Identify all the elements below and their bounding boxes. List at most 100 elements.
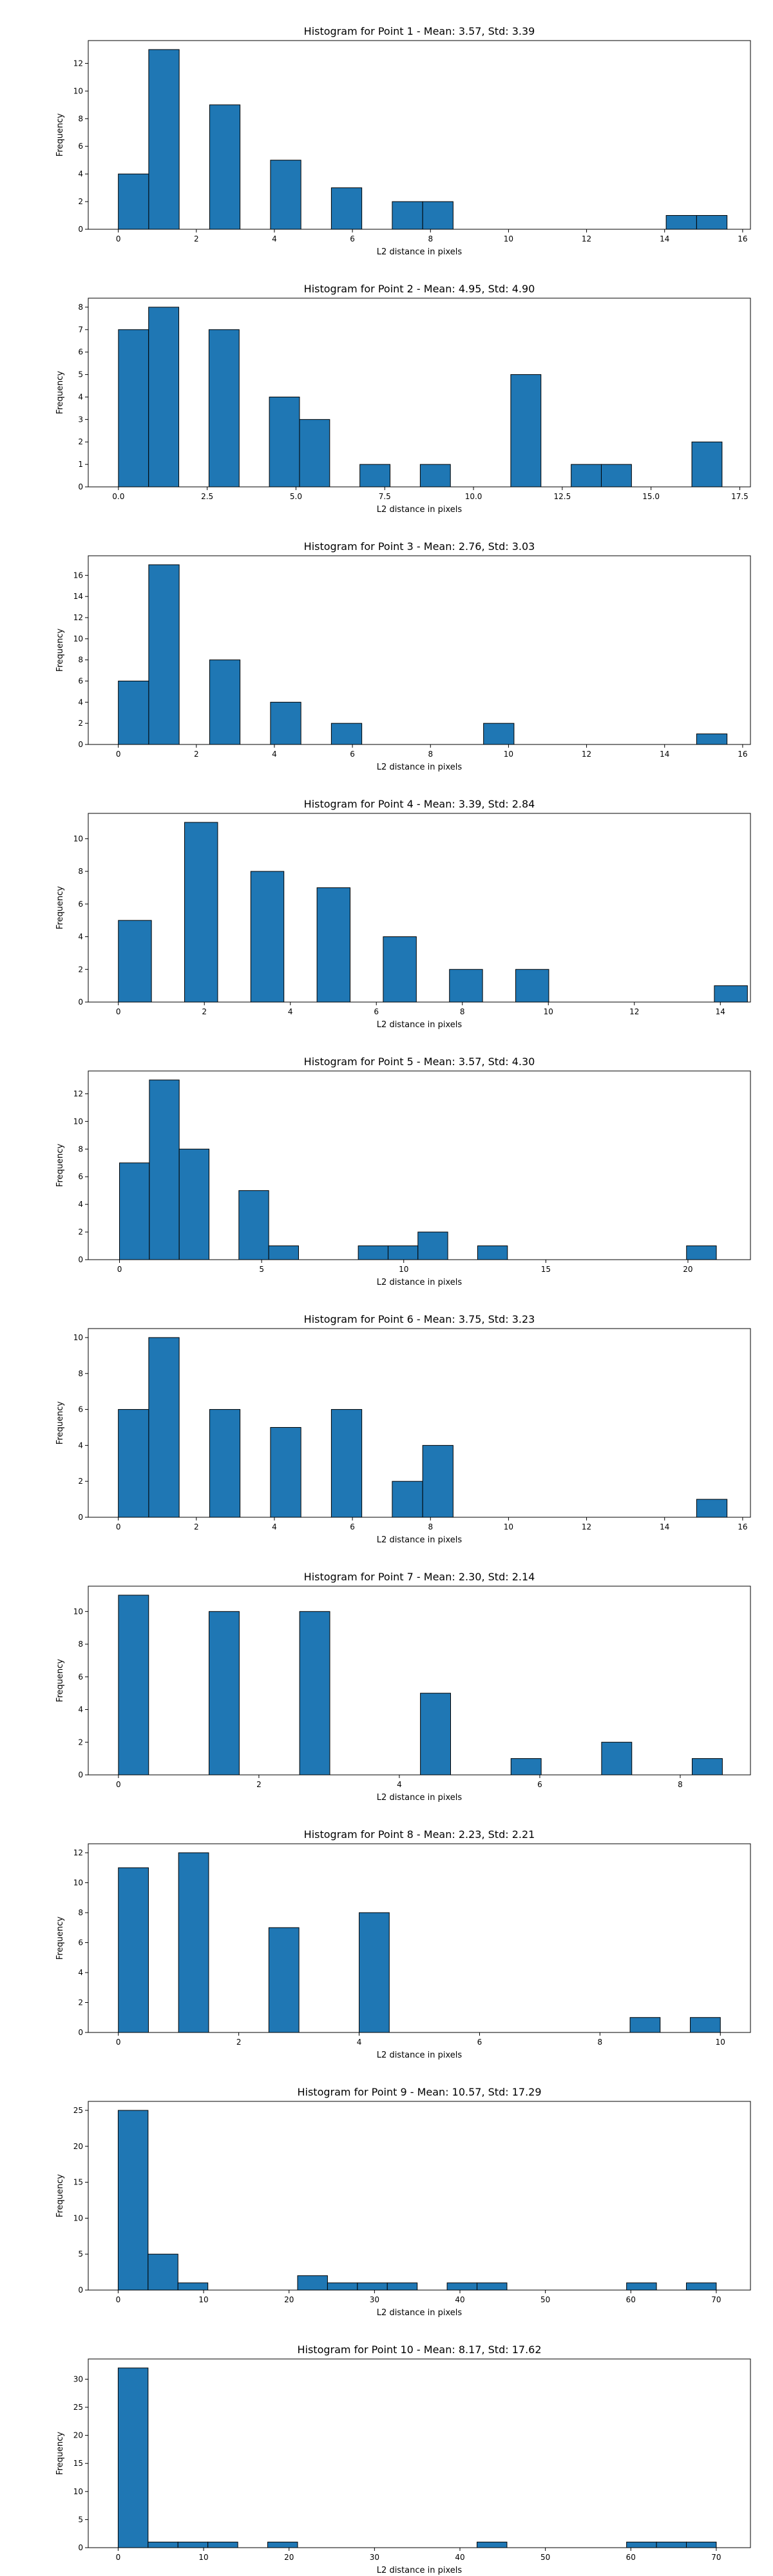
histogram-bar [117,2110,149,2291]
x-tick-label: 0.0 [112,492,124,501]
histogram-bar [118,173,149,230]
y-tick-label: 1 [78,460,83,469]
x-tick-label: 8 [428,1522,433,1531]
x-tick-label: 50 [540,2553,550,2562]
histogram-bar [327,2282,358,2291]
x-tick-label: 16 [738,1522,747,1531]
histogram-bar [178,1148,210,1260]
histogram-bar [358,1245,388,1260]
histogram-bar [386,2282,418,2291]
histogram-bar [238,1190,269,1260]
histogram-bar [270,160,301,230]
histogram-bar [629,2017,661,2033]
y-tick-label: 6 [78,900,83,909]
histogram-bar [686,2282,717,2291]
x-tick-label: 2.5 [201,492,213,501]
y-tick-label: 12 [73,1848,83,1857]
histogram-bar [359,464,391,488]
x-axis-label: L2 distance in pixels [377,1020,463,1030]
x-tick-label: 0 [116,1007,121,1016]
histogram-bar [184,822,218,1003]
y-tick-label: 0 [78,2028,83,2037]
y-tick-label: 8 [78,656,83,665]
x-tick-label: 30 [370,2295,379,2304]
x-tick-label: 16 [738,234,747,243]
x-tick-label: 8 [428,750,433,759]
histogram-bar [119,1162,150,1260]
histogram-bar [691,441,723,488]
y-tick-label: 10 [73,1878,83,1887]
x-tick-label: 14 [660,234,669,243]
histogram-bar [330,187,363,230]
x-tick-label: 4 [357,2038,362,2047]
chart-title: Histogram for Point 2 - Mean: 4.95, Std:… [304,283,535,295]
histogram-bar [330,1409,363,1518]
x-tick-label: 70 [711,2553,721,2562]
y-tick-label: 5 [78,370,83,379]
histogram-bar [148,2541,178,2548]
axes-frame [88,2101,751,2291]
chart-title: Histogram for Point 7 - Mean: 2.30, Std:… [304,1571,535,1583]
y-axis-label: Frequency [55,371,65,414]
histogram-bar [299,1611,330,1776]
chart-title: Histogram for Point 8 - Mean: 2.23, Std:… [304,1828,535,1841]
histogram-bar [601,1741,633,1776]
x-tick-label: 12.5 [554,492,571,501]
histogram-bar [250,871,285,1003]
axes-frame [88,1586,751,1776]
y-tick-label: 2 [78,197,83,206]
histogram-bar [383,936,417,1003]
x-tick-label: 60 [626,2295,636,2304]
y-axis-label: Frequency [55,1401,65,1444]
x-axis-label: L2 distance in pixels [377,762,463,772]
histogram-bar [420,1692,452,1776]
x-tick-label: 0 [116,1780,121,1789]
y-axis-label: Frequency [55,1144,65,1187]
axes-frame [88,555,751,745]
chart-title: Histogram for Point 6 - Mean: 3.75, Std:… [304,1313,535,1325]
y-tick-label: 30 [73,2374,83,2383]
x-axis-label: L2 distance in pixels [377,1793,463,1803]
x-tick-label: 16 [738,750,747,759]
y-tick-label: 8 [78,867,83,876]
x-tick-label: 0 [116,750,121,759]
x-tick-label: 10 [198,2553,208,2562]
y-tick-label: 0 [78,1255,83,1264]
y-tick-label: 4 [78,392,83,401]
y-tick-label: 5 [78,2249,83,2259]
y-tick-label: 8 [78,114,83,123]
histogram-bar [118,1595,149,1776]
x-tick-label: 8 [678,1780,683,1789]
y-tick-label: 0 [78,1770,83,1779]
histogram-bar [148,564,180,745]
x-tick-label: 17.5 [731,492,749,501]
histogram-bar [118,920,152,1003]
histogram-bar [696,215,728,230]
histogram-bar [626,2541,657,2548]
y-tick-label: 10 [73,1117,83,1126]
y-tick-label: 12 [73,1089,83,1098]
y-tick-label: 10 [73,834,83,843]
y-tick-label: 4 [78,169,83,178]
x-tick-label: 6 [350,234,355,243]
x-tick-label: 4 [272,750,277,759]
histogram-bar [422,201,453,230]
axes-frame [88,40,751,230]
x-tick-label: 6 [477,2038,482,2047]
y-axis-label: Frequency [55,113,65,156]
histogram-bar [483,723,515,745]
y-tick-label: 14 [73,592,83,601]
y-tick-label: 4 [78,1200,83,1209]
y-axis-label: Frequency [55,629,65,672]
histogram-bar [316,887,351,1003]
histogram-bar [330,723,363,745]
y-axis-label: Frequency [55,2174,65,2217]
axes-frame [88,1843,751,2033]
histogram-bar [422,1444,453,1518]
y-tick-label: 8 [78,303,83,312]
x-tick-label: 20 [284,2295,294,2304]
x-tick-label: 0 [117,1265,122,1274]
axes-frame [88,813,751,1003]
axes-frame [88,298,751,488]
x-tick-label: 0 [116,234,121,243]
